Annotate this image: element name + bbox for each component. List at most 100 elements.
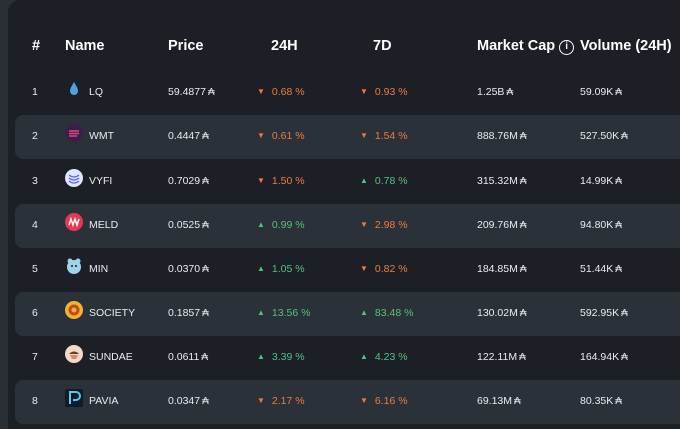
ada-symbol: ₳ — [202, 308, 209, 319]
price-cell: 0.1857 ₳ — [168, 307, 209, 319]
ada-symbol: ₳ — [615, 176, 622, 187]
volume-cell: 527.50K ₳ — [580, 130, 628, 142]
rank-cell: 7 — [32, 351, 38, 363]
info-icon[interactable]: i — [559, 40, 575, 55]
change-24h-cell: ▼ 0.68 % — [257, 86, 305, 98]
change-24h-cell: ▲ 0.99 % — [257, 219, 305, 231]
header-7d[interactable]: 7D — [373, 38, 392, 54]
society-icon — [65, 301, 83, 319]
price-cell: 0.4447 ₳ — [168, 130, 209, 142]
arrow-down-icon: ▼ — [257, 131, 265, 140]
header-24h[interactable]: 24H — [271, 38, 298, 54]
arrow-up-icon: ▲ — [257, 264, 265, 273]
volume-value: 51.44K — [580, 263, 614, 275]
arrow-up-icon: ▲ — [257, 352, 265, 361]
change-24h-value: 13.56 % — [271, 307, 311, 319]
token-name[interactable]: MIN — [89, 263, 109, 275]
market-cap-cell: 130.02M ₳ — [477, 307, 527, 319]
lq-drop-icon — [65, 80, 83, 98]
change-24h-value: 0.68 % — [271, 86, 305, 98]
change-7d-cell: ▼ 0.82 % — [360, 263, 408, 275]
token-name[interactable]: SOCIETY — [89, 307, 136, 319]
price-cell: 0.0370 ₳ — [168, 263, 209, 275]
change-7d-cell: ▲ 83.48 % — [360, 307, 413, 319]
change-7d-cell: ▼ 1.54 % — [360, 130, 408, 142]
change-24h-cell: ▼ 0.61 % — [257, 130, 305, 142]
ada-symbol: ₳ — [519, 220, 527, 231]
volume-value: 80.35K — [580, 395, 614, 407]
table-row[interactable]: 6 SOCIETY 0.1857 ₳ ▲ 13.56 % ▲ 83.48 % 130.02M ₳ 5… — [15, 292, 680, 336]
market-cap-value: 130.02M — [477, 307, 518, 319]
arrow-up-icon: ▲ — [360, 352, 368, 361]
table-row[interactable]: 3 VYFI 0.7029 ₳ ▼ 1.50 % ▲ 0.78 % 315.32M ₳ 14.99K… — [15, 160, 680, 204]
table-row[interactable]: 2 WMT 0.4447 ₳ ▼ 0.61 % ▼ 1.54 % 888.76M ₳ 527.50K… — [15, 115, 680, 159]
arrow-down-icon: ▼ — [257, 396, 265, 405]
rank-cell: 2 — [32, 130, 38, 142]
rank-cell: 6 — [32, 307, 38, 319]
change-7d-cell: ▲ 0.78 % — [360, 175, 408, 187]
market-cap-cell: 1.25B ₳ — [477, 86, 513, 98]
change-7d-cell: ▲ 4.23 % — [360, 351, 408, 363]
min-icon — [65, 257, 83, 275]
price-cell: 0.0611 ₳ — [168, 351, 208, 363]
change-7d-value: 0.93 % — [374, 86, 408, 98]
rank-cell: 5 — [32, 263, 38, 275]
change-7d-value: 0.82 % — [374, 263, 408, 275]
header-price[interactable]: Price — [168, 38, 204, 54]
arrow-down-icon: ▼ — [257, 176, 265, 185]
change-24h-cell: ▼ 1.50 % — [257, 175, 305, 187]
change-24h-cell: ▲ 1.05 % — [257, 263, 305, 275]
token-name[interactable]: SUNDAE — [89, 351, 133, 363]
table-row[interactable]: 1 LQ 59.4877 ₳ ▼ 0.68 % ▼ 0.93 % 1.25B ₳ 59.09K ₳ — [15, 71, 680, 115]
ada-symbol: ₳ — [615, 264, 622, 275]
vyfi-icon — [65, 169, 83, 187]
arrow-up-icon: ▲ — [360, 308, 368, 317]
ada-symbol: ₳ — [519, 308, 527, 319]
table-row[interactable]: 8 PAVIA 0.0347 ₳ ▼ 2.17 % ▼ 6.16 % 69.13M ₳ 80.35K… — [15, 380, 680, 424]
market-cap-value: 315.32M — [477, 175, 518, 187]
table-row[interactable]: 5 MIN 0.0370 ₳ ▲ 1.05 % ▼ 0.82 % 184.85M ₳ 51.44K ₳ — [15, 248, 680, 292]
table-row[interactable]: 4 MELD 0.0525 ₳ ▲ 0.99 % ▼ 2.98 % 209.76M ₳ 94.80K… — [15, 204, 680, 248]
token-name[interactable]: WMT — [89, 130, 115, 142]
pavia-icon — [65, 389, 83, 407]
volume-value: 14.99K — [580, 175, 614, 187]
price-value: 59.4877 — [168, 86, 206, 98]
header-name[interactable]: Name — [65, 38, 105, 54]
token-name[interactable]: VYFI — [89, 175, 113, 187]
arrow-down-icon: ▼ — [360, 131, 368, 140]
token-name[interactable]: PAVIA — [89, 395, 119, 407]
change-7d-cell: ▼ 2.98 % — [360, 219, 408, 231]
table-row[interactable]: 7 SUNDAE 0.0611 ₳ ▲ 3.39 % ▲ 4.23 % 122.11M ₳ 164.… — [15, 336, 680, 380]
volume-value: 59.09K — [580, 86, 614, 98]
market-cap-value: 69.13M — [477, 395, 513, 407]
rank-cell: 4 — [32, 219, 38, 231]
change-7d-value: 0.78 % — [374, 175, 408, 187]
header-market-cap[interactable]: Market Cap i — [477, 38, 575, 55]
wmt-icon — [65, 124, 83, 142]
ada-symbol: ₳ — [621, 131, 628, 142]
price-cell: 59.4877 ₳ — [168, 86, 215, 98]
volume-cell: 94.80K ₳ — [580, 219, 622, 231]
change-24h-cell: ▲ 3.39 % — [257, 351, 305, 363]
ada-symbol: ₳ — [202, 264, 209, 275]
change-24h-value: 1.50 % — [271, 175, 305, 187]
ada-symbol: ₳ — [615, 220, 622, 231]
market-cap-value: 122.11M — [477, 351, 518, 363]
token-name[interactable]: LQ — [89, 86, 104, 98]
price-value: 0.0525 — [168, 219, 201, 231]
table-header: # Name Price 24H 7D Market Cap i Volume (… — [8, 28, 680, 68]
volume-cell: 80.35K ₳ — [580, 395, 622, 407]
ada-symbol: ₳ — [519, 352, 526, 363]
volume-value: 592.95K — [580, 307, 620, 319]
token-name[interactable]: MELD — [89, 219, 119, 231]
volume-cell: 14.99K ₳ — [580, 175, 622, 187]
header-volume[interactable]: Volume (24H) — [580, 38, 672, 54]
market-cap-cell: 315.32M ₳ — [477, 175, 527, 187]
volume-cell: 59.09K ₳ — [580, 86, 622, 98]
ada-symbol: ₳ — [621, 308, 628, 319]
arrow-down-icon: ▼ — [360, 396, 368, 405]
ada-symbol: ₳ — [201, 352, 209, 363]
volume-cell: 51.44K ₳ — [580, 263, 622, 275]
header-market-cap-label: Market Cap — [477, 38, 556, 54]
price-value: 0.0370 — [168, 263, 201, 275]
